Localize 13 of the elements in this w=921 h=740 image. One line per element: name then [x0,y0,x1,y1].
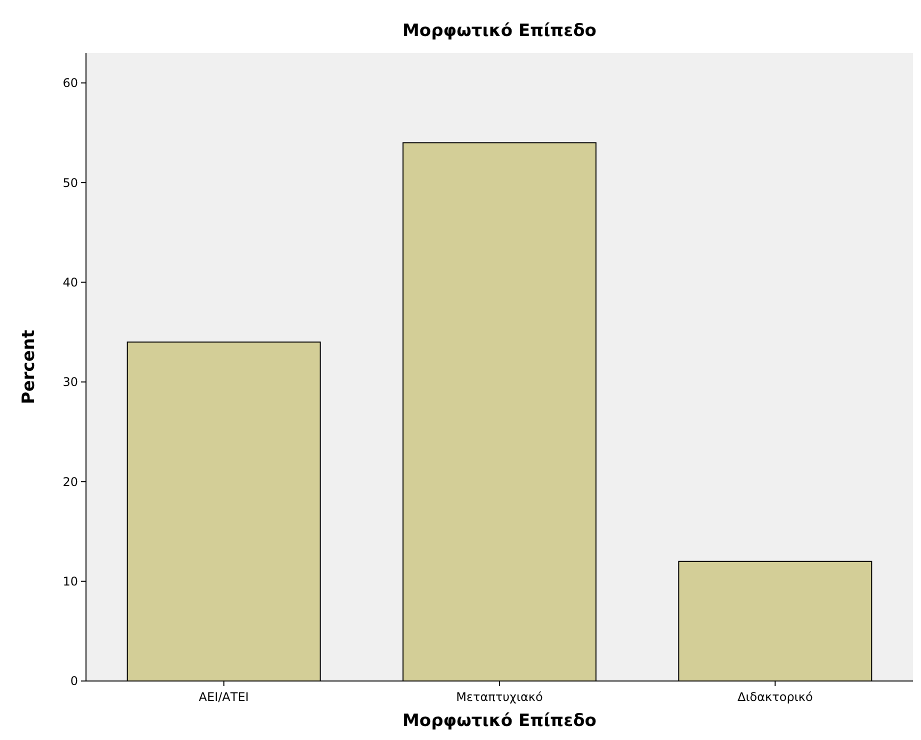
y-tick-label: 30 [62,375,78,390]
y-tick-label: 10 [62,574,78,589]
y-tick-label: 60 [62,76,78,90]
x-tick-label: ΑΕΙ/ΑΤΕΙ [198,690,249,704]
y-tick-label: 20 [62,474,78,489]
y-axis-title: Percent [19,330,39,404]
x-tick-label: Διδακτορικό [738,690,813,704]
y-tick-label: 40 [62,275,78,290]
y-tick-label: 0 [70,674,78,688]
x-tick-label: Μεταπτυχιακό [456,690,543,704]
chart-title: Μορφωτικό Επίπεδο [402,21,596,41]
y-tick-label: 50 [62,176,78,190]
x-axis-title: Μορφωτικό Επίπεδο [402,711,596,731]
